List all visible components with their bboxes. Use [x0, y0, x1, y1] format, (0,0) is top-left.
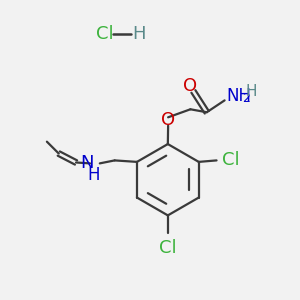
Text: H: H: [88, 166, 100, 184]
Text: Cl: Cl: [159, 239, 177, 257]
Text: O: O: [161, 111, 175, 129]
Text: Cl: Cl: [97, 25, 114, 43]
Text: NH: NH: [226, 87, 251, 105]
Text: 2: 2: [242, 92, 250, 105]
Text: N: N: [80, 154, 94, 172]
Text: Cl: Cl: [223, 152, 240, 169]
Text: H: H: [245, 84, 257, 99]
Text: H: H: [132, 25, 146, 43]
Text: O: O: [183, 76, 197, 94]
